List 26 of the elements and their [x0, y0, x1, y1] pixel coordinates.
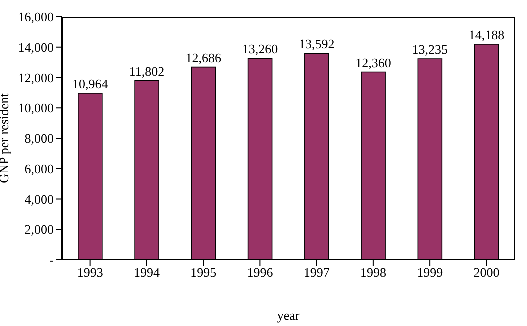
y-tick-label: 4,000: [24, 192, 54, 207]
data-label: 13,592: [299, 36, 335, 52]
y-tick-label: 12,000: [18, 70, 54, 86]
data-label: 11,802: [129, 64, 165, 79]
data-label: 13,260: [242, 42, 278, 57]
x-tick-label: 1998: [360, 265, 386, 280]
y-tick-label: 10,000: [18, 100, 54, 116]
x-tick-label: 1995: [190, 265, 217, 280]
data-label: 14,188: [468, 28, 505, 43]
y-tick-label: 8,000: [24, 131, 54, 146]
y-tick-label: 14,000: [18, 40, 54, 55]
x-axis-title: year: [277, 308, 300, 323]
y-tick-label: -: [50, 252, 54, 268]
y-tick-label: 2,000: [24, 222, 54, 238]
data-label: 12,360: [356, 55, 392, 70]
x-tick-label: 1994: [134, 265, 160, 280]
x-tick-label: 1999: [417, 265, 444, 280]
x-tick-label: 1997: [304, 265, 330, 280]
x-tick-label: 1993: [77, 265, 104, 280]
y-tick-label: 16,000: [18, 10, 54, 25]
x-tick-label: 1996: [247, 265, 274, 280]
data-label: 13,235: [412, 42, 448, 57]
y-tick-label: 6,000: [24, 161, 54, 176]
data-label: 12,686: [186, 50, 222, 66]
data-label: 10,964: [72, 76, 109, 92]
x-tick-label: 2000: [474, 265, 500, 280]
